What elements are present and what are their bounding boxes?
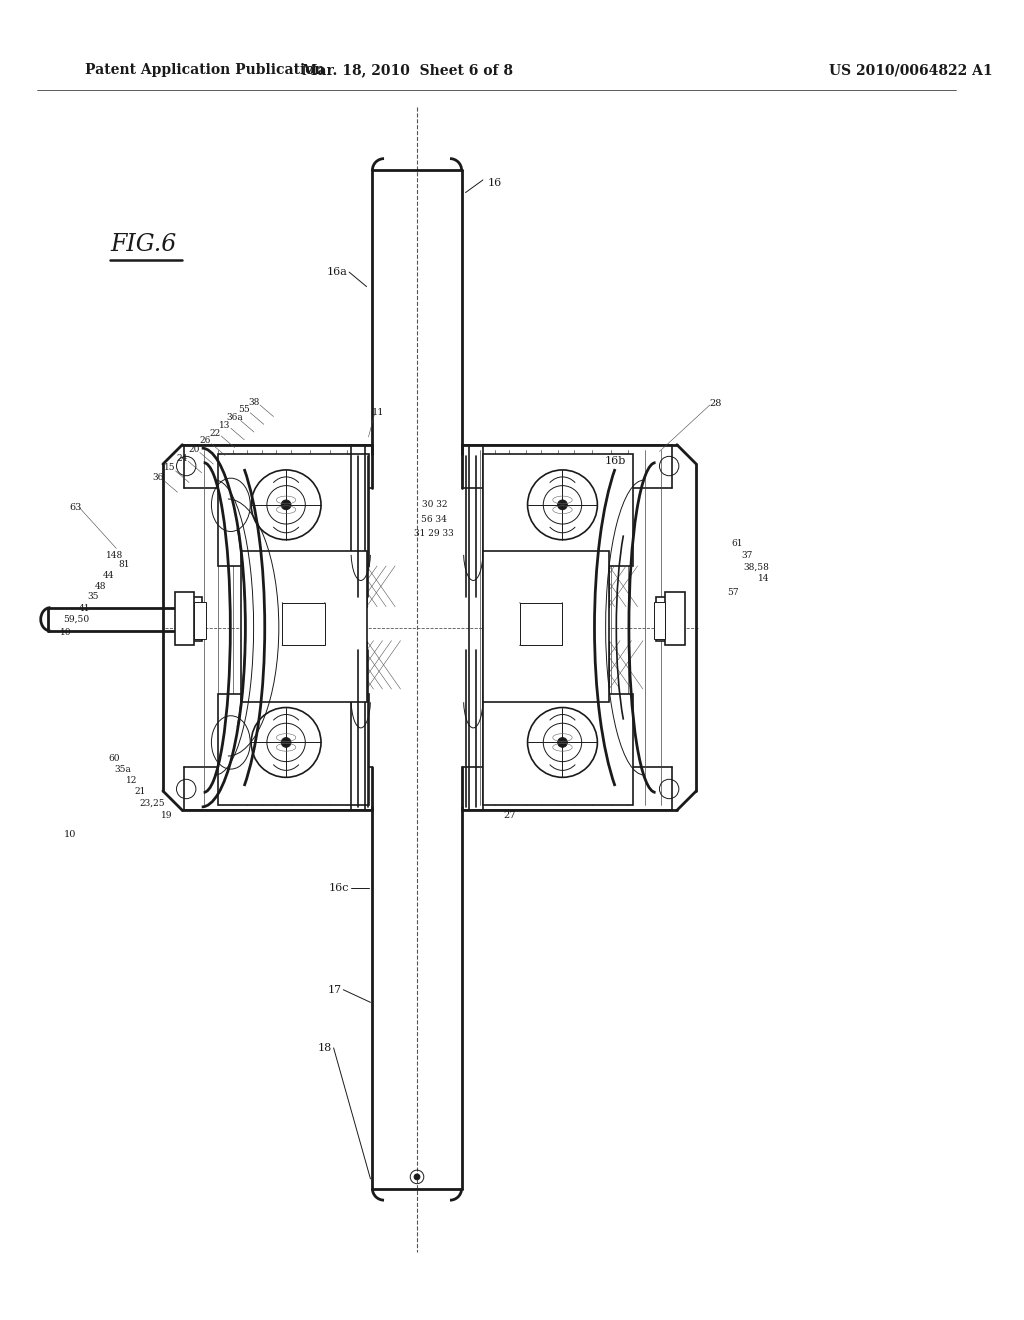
Text: 38,58: 38,58: [743, 562, 769, 572]
Bar: [283, 603, 325, 645]
Bar: [653, 602, 666, 639]
Bar: [483, 640, 609, 689]
Bar: [241, 552, 367, 702]
Text: 148: 148: [105, 550, 123, 560]
Text: FIG.6: FIG.6: [111, 234, 177, 256]
Bar: [180, 610, 193, 628]
Bar: [194, 602, 206, 639]
Circle shape: [414, 1173, 420, 1180]
Text: 26: 26: [200, 437, 211, 445]
Text: 18: 18: [317, 1043, 332, 1053]
Text: 56 34: 56 34: [421, 515, 446, 524]
Text: 13: 13: [219, 421, 230, 430]
Bar: [174, 593, 194, 645]
Bar: [666, 593, 685, 645]
Text: Patent Application Publication: Patent Application Publication: [85, 63, 325, 78]
Text: 35: 35: [87, 593, 99, 602]
Text: 27: 27: [503, 810, 515, 820]
Text: 61: 61: [731, 539, 742, 548]
Text: 36: 36: [153, 473, 164, 482]
Bar: [483, 454, 633, 566]
Text: 48: 48: [95, 582, 106, 591]
Text: 19: 19: [161, 810, 173, 820]
Text: 60: 60: [109, 755, 120, 763]
Text: 36a: 36a: [226, 413, 243, 422]
Circle shape: [558, 500, 567, 510]
Text: 63: 63: [70, 503, 82, 512]
Text: 35a: 35a: [115, 766, 132, 774]
Circle shape: [282, 500, 291, 510]
Text: 16a: 16a: [327, 267, 347, 277]
Text: 20: 20: [188, 445, 200, 454]
Bar: [218, 454, 369, 566]
Text: 30 32: 30 32: [422, 500, 447, 510]
Text: 38: 38: [249, 397, 260, 407]
Text: 11: 11: [372, 408, 384, 417]
Text: 15: 15: [164, 463, 175, 473]
Bar: [218, 694, 369, 805]
Text: 24: 24: [176, 454, 188, 463]
Text: 41: 41: [79, 605, 90, 612]
Text: 59,50: 59,50: [63, 615, 90, 624]
Text: 31 29 33: 31 29 33: [414, 529, 454, 539]
Text: 37: 37: [741, 550, 753, 560]
Text: 44: 44: [102, 572, 115, 579]
Text: 55: 55: [239, 405, 250, 414]
Text: 16b: 16b: [605, 457, 627, 466]
Text: 10: 10: [63, 830, 76, 840]
Text: Mar. 18, 2010  Sheet 6 of 8: Mar. 18, 2010 Sheet 6 of 8: [302, 63, 513, 78]
Text: 21: 21: [135, 788, 146, 796]
Bar: [241, 640, 367, 689]
Text: 17: 17: [328, 985, 341, 995]
Bar: [520, 603, 562, 645]
Text: 22: 22: [210, 429, 221, 437]
Bar: [483, 552, 609, 702]
Text: 16: 16: [487, 178, 502, 187]
Text: 16c: 16c: [329, 883, 349, 892]
Text: 28: 28: [710, 399, 722, 408]
Bar: [655, 597, 677, 640]
Text: 57: 57: [727, 587, 739, 597]
Text: US 2010/0064822 A1: US 2010/0064822 A1: [829, 63, 993, 78]
Text: 81: 81: [119, 561, 130, 569]
Circle shape: [558, 738, 567, 747]
Text: 14: 14: [758, 574, 769, 583]
Bar: [241, 566, 367, 607]
Circle shape: [282, 738, 291, 747]
Text: 23,25: 23,25: [139, 799, 165, 808]
Bar: [483, 694, 633, 805]
Bar: [483, 566, 609, 607]
Text: 12: 12: [126, 776, 137, 785]
Text: 10: 10: [60, 628, 72, 638]
Bar: [180, 597, 202, 640]
